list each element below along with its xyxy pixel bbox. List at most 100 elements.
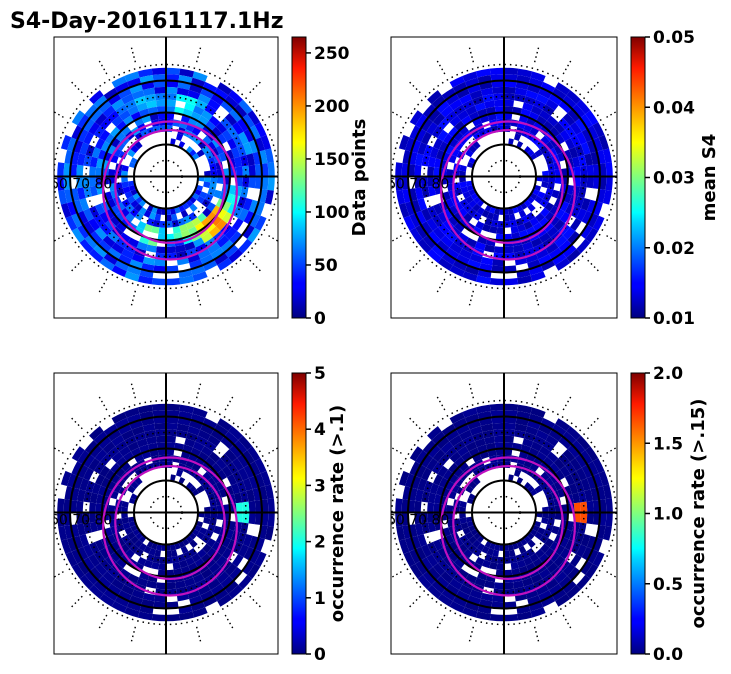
bin-cell xyxy=(415,224,428,239)
bin-cell xyxy=(111,578,125,591)
bin-cell xyxy=(89,166,97,177)
bin-cell xyxy=(437,257,453,271)
bin-cell xyxy=(234,492,243,504)
bin-cell xyxy=(172,225,181,234)
bin-cell xyxy=(445,583,460,596)
bin-cell xyxy=(111,434,125,447)
bin-cell xyxy=(544,547,555,558)
bin-cell xyxy=(489,225,498,234)
bin-cell xyxy=(567,231,581,245)
bin-cell xyxy=(526,212,536,221)
bin-cell xyxy=(120,207,130,218)
bin-cell xyxy=(542,150,552,160)
bin-cell xyxy=(580,534,591,547)
bin-cell xyxy=(83,467,94,481)
bin-cell xyxy=(70,499,78,513)
bin-cell xyxy=(464,413,480,424)
bin-cell xyxy=(232,554,244,568)
bin-cell xyxy=(84,234,99,249)
bin-cell xyxy=(427,185,436,197)
bin-cell xyxy=(121,176,128,183)
auroral-oval-2 xyxy=(452,464,564,581)
bin-cell xyxy=(89,492,98,504)
bin-cell xyxy=(99,593,115,607)
bin-cell xyxy=(496,227,504,235)
bin-cell xyxy=(138,206,147,216)
bin-cell xyxy=(513,580,524,589)
bin-cell xyxy=(126,601,142,612)
bin-cell xyxy=(207,524,216,533)
bin-cell xyxy=(77,450,90,465)
bin-cell xyxy=(99,547,111,560)
bin-cell xyxy=(459,181,467,189)
bin-cell xyxy=(79,478,90,491)
bin-cell xyxy=(433,176,441,186)
bin-cell xyxy=(79,238,94,254)
bin-cell xyxy=(137,556,147,566)
bin-cell xyxy=(453,547,464,558)
bin-cell xyxy=(242,560,255,575)
bin-cell xyxy=(409,446,423,462)
bin-cell xyxy=(599,512,607,526)
mlt-spoke xyxy=(391,110,402,118)
bin-cell xyxy=(194,558,205,568)
bin-cell xyxy=(497,556,504,564)
mlt-spoke xyxy=(195,626,202,645)
mlt-spoke xyxy=(268,571,278,578)
bin-cell xyxy=(517,275,533,285)
bin-cell xyxy=(232,457,244,471)
bin-cell xyxy=(422,104,437,119)
bin-cell xyxy=(58,525,68,541)
bin-cell xyxy=(127,573,140,584)
bin-cell xyxy=(504,80,517,88)
bin-cell xyxy=(493,582,504,590)
bin-cell xyxy=(468,111,480,122)
bin-cell xyxy=(490,219,499,228)
bin-cell xyxy=(510,561,519,570)
bin-cell xyxy=(189,83,203,94)
bin-cell xyxy=(224,580,239,594)
bin-cell xyxy=(261,163,269,177)
bin-cell xyxy=(396,189,406,205)
bin-cell xyxy=(166,265,179,273)
bin-cell xyxy=(157,569,166,577)
bin-cell xyxy=(242,198,253,211)
bin-cell xyxy=(509,549,516,557)
bin-cell xyxy=(532,457,543,467)
bin-cell xyxy=(602,484,612,500)
bin-cell xyxy=(570,218,582,232)
bin-cell xyxy=(530,271,546,282)
bin-cell xyxy=(157,112,166,120)
bin-cell xyxy=(79,198,90,211)
bin-cell xyxy=(111,451,124,463)
bin-cell xyxy=(179,275,195,285)
bin-cell xyxy=(166,442,176,450)
bin-cell xyxy=(198,451,209,462)
bin-cell xyxy=(441,252,456,266)
bin-cell xyxy=(490,74,504,82)
bin-cell xyxy=(224,431,239,445)
bin-cell xyxy=(207,98,221,111)
bin-cell xyxy=(446,512,454,521)
bin-cell xyxy=(555,82,571,96)
bin-cell xyxy=(204,120,216,132)
bin-cell xyxy=(166,214,172,222)
bin-cell xyxy=(549,541,560,552)
bin-cell xyxy=(599,176,607,190)
bin-cell xyxy=(238,238,253,254)
plot-frame xyxy=(53,36,279,319)
bin-cell xyxy=(454,477,464,487)
bin-cell xyxy=(118,423,132,435)
bin-cell xyxy=(576,467,587,481)
plot-frame xyxy=(390,36,618,319)
bin-cell xyxy=(481,223,491,233)
bin-cell xyxy=(542,506,549,513)
bin-cell xyxy=(166,601,179,609)
colorbar-label-data-points: Data points xyxy=(349,119,370,237)
bin-cell xyxy=(191,553,202,563)
bin-cell xyxy=(493,99,504,107)
bin-cell xyxy=(247,563,261,579)
bin-cell xyxy=(484,244,495,253)
bin-cell xyxy=(134,453,144,463)
bin-cell xyxy=(201,232,213,244)
